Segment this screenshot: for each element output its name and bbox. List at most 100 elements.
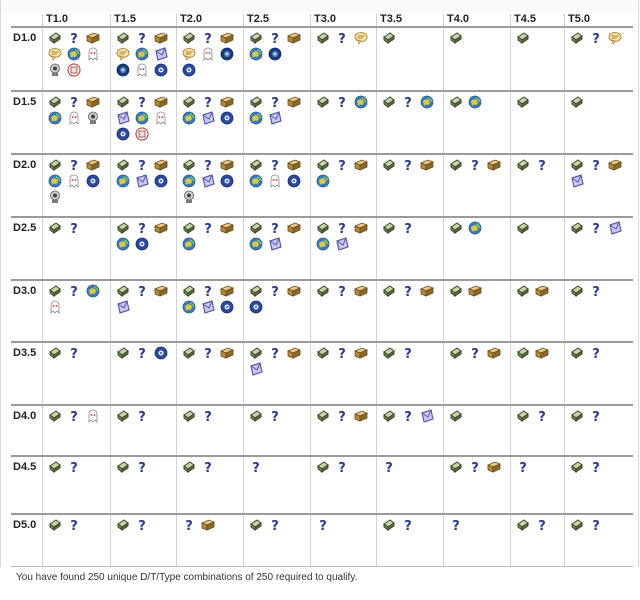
virtual-cache-icon[interactable] [86,409,100,423]
letterbox-cache-icon[interactable] [201,111,215,125]
mystery-cache-icon[interactable]: ? [382,460,396,474]
mystery-cache-icon[interactable]: ? [335,221,349,235]
mystery-cache-icon[interactable]: ? [335,158,349,172]
traditional-cache-icon[interactable] [382,158,396,172]
mystery-cache-icon[interactable]: ? [535,158,549,172]
gps-cache-icon[interactable] [135,237,149,251]
mystery-cache-icon[interactable]: ? [268,31,282,45]
multi-cache-icon[interactable] [287,31,301,45]
multi-cache-icon[interactable] [154,158,168,172]
letterbox-cache-icon[interactable] [608,221,622,235]
mystery-cache-icon[interactable]: ? [589,284,603,298]
multi-cache-icon[interactable] [220,284,234,298]
mystery-cache-icon[interactable]: ? [201,409,215,423]
virtual-cache-icon[interactable] [67,111,81,125]
gps-cache-icon[interactable] [86,174,100,188]
mystery-cache-icon[interactable]: ? [135,221,149,235]
multi-cache-icon[interactable] [86,158,100,172]
mystery-cache-icon[interactable]: ? [201,346,215,360]
multi-cache-icon[interactable] [220,158,234,172]
virtual-cache-icon[interactable] [154,111,168,125]
earthcache-cache-icon[interactable] [468,95,482,109]
virtual-cache-icon[interactable] [201,47,215,61]
mystery-cache-icon[interactable]: ? [67,346,81,360]
traditional-cache-icon[interactable] [316,409,330,423]
gps-cache-icon[interactable] [220,111,234,125]
multi-cache-icon[interactable] [154,31,168,45]
traditional-cache-icon[interactable] [516,31,530,45]
traditional-cache-icon[interactable] [182,409,196,423]
traditional-cache-icon[interactable] [316,31,330,45]
traditional-cache-icon[interactable] [249,518,263,532]
mystery-cache-icon[interactable]: ? [135,460,149,474]
mystery-cache-icon[interactable]: ? [335,409,349,423]
letterbox-cache-icon[interactable] [116,300,130,314]
traditional-cache-icon[interactable] [449,460,463,474]
mystery-cache-icon[interactable]: ? [249,460,263,474]
gps-cache-icon[interactable] [154,174,168,188]
multi-cache-icon[interactable] [220,31,234,45]
earthcache-cache-icon[interactable] [249,237,263,251]
traditional-cache-icon[interactable] [382,221,396,235]
traditional-cache-icon[interactable] [48,460,62,474]
traditional-cache-icon[interactable] [48,518,62,532]
traditional-cache-icon[interactable] [449,221,463,235]
mystery-cache-icon[interactable]: ? [468,346,482,360]
traditional-cache-icon[interactable] [182,158,196,172]
multi-cache-icon[interactable] [86,95,100,109]
traditional-cache-icon[interactable] [570,346,584,360]
multi-cache-icon[interactable] [420,158,434,172]
traditional-cache-icon[interactable] [116,284,130,298]
multi-cache-icon[interactable] [354,409,368,423]
traditional-cache-icon[interactable] [449,95,463,109]
traditional-cache-icon[interactable] [116,158,130,172]
mystery-cache-icon[interactable]: ? [268,518,282,532]
traditional-cache-icon[interactable] [516,346,530,360]
earthcache-cache-icon[interactable] [48,111,62,125]
mystery-cache-icon[interactable]: ? [135,95,149,109]
traditional-cache-icon[interactable] [382,346,396,360]
earthcache-cache-icon[interactable] [249,47,263,61]
multi-cache-icon[interactable] [220,95,234,109]
mystery-cache-icon[interactable]: ? [449,518,463,532]
traditional-cache-icon[interactable] [516,95,530,109]
traditional-cache-icon[interactable] [116,518,130,532]
multi-cache-icon[interactable] [535,346,549,360]
mystery-cache-icon[interactable]: ? [135,346,149,360]
mystery-cache-icon[interactable]: ? [135,284,149,298]
traditional-cache-icon[interactable] [249,221,263,235]
earthcache-cache-icon[interactable] [116,174,130,188]
traditional-cache-icon[interactable] [316,284,330,298]
mystery-cache-icon[interactable]: ? [589,346,603,360]
traditional-cache-icon[interactable] [48,221,62,235]
letterbox-cache-icon[interactable] [201,174,215,188]
letterbox-cache-icon[interactable] [268,111,282,125]
traditional-cache-icon[interactable] [116,31,130,45]
mystery-cache-icon[interactable]: ? [401,409,415,423]
traditional-cache-icon[interactable] [182,221,196,235]
multi-cache-icon[interactable] [220,346,234,360]
traditional-cache-icon[interactable] [48,284,62,298]
multi-cache-icon[interactable] [420,284,434,298]
mystery-cache-icon[interactable]: ? [201,221,215,235]
earthcache-cache-icon[interactable] [135,47,149,61]
earthcache-cache-icon[interactable] [116,237,130,251]
traditional-cache-icon[interactable] [570,31,584,45]
wherigo-cache-icon[interactable] [268,47,282,61]
traditional-cache-icon[interactable] [382,284,396,298]
traditional-cache-icon[interactable] [382,31,396,45]
traditional-cache-icon[interactable] [516,518,530,532]
mystery-cache-icon[interactable]: ? [401,346,415,360]
mystery-cache-icon[interactable]: ? [335,346,349,360]
traditional-cache-icon[interactable] [570,158,584,172]
traditional-cache-icon[interactable] [516,409,530,423]
traditional-cache-icon[interactable] [249,409,263,423]
mystery-cache-icon[interactable]: ? [335,31,349,45]
mystery-cache-icon[interactable]: ? [401,95,415,109]
traditional-cache-icon[interactable] [316,158,330,172]
traditional-cache-icon[interactable] [516,284,530,298]
mystery-cache-icon[interactable]: ? [316,518,330,532]
mystery-cache-icon[interactable]: ? [468,158,482,172]
mystery-cache-icon[interactable]: ? [268,158,282,172]
mystery-cache-icon[interactable]: ? [201,31,215,45]
